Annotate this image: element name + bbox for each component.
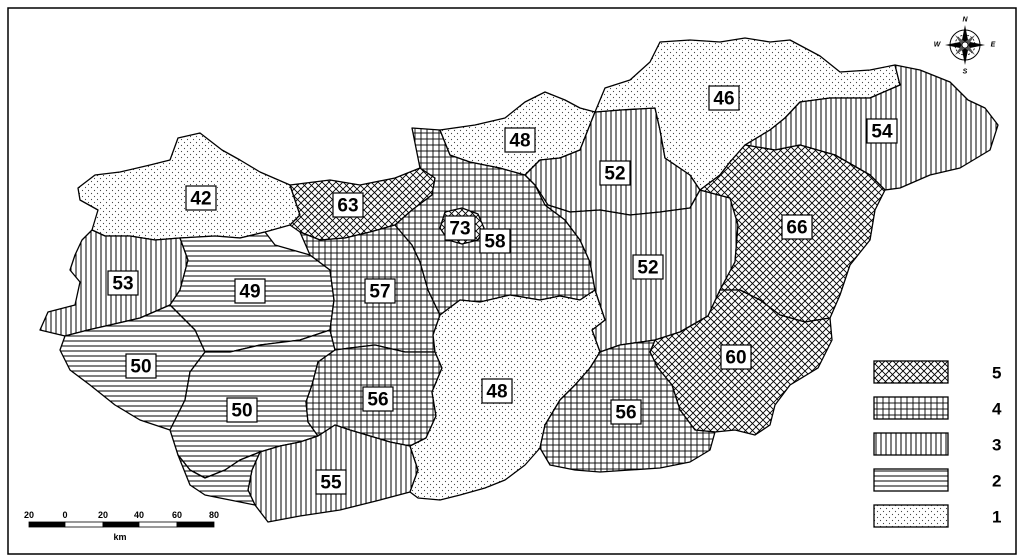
- region-label: 66: [781, 214, 813, 240]
- compass-e: E: [991, 42, 996, 49]
- region-label: 73: [444, 215, 476, 241]
- region-value: 58: [484, 232, 505, 253]
- legend-label: 4: [992, 400, 1002, 419]
- scale-tick: 60: [172, 510, 182, 520]
- region-label: 57: [364, 278, 396, 304]
- region-value: 50: [231, 401, 252, 422]
- scale-tick: 80: [209, 510, 219, 520]
- region-value: 50: [130, 357, 151, 378]
- legend-swatch: [873, 360, 949, 384]
- scale-bar: 20 0 20 40 60 80 km: [24, 510, 219, 542]
- legend-label: 3: [992, 436, 1001, 455]
- region-value: 48: [509, 131, 530, 152]
- legend-label: 1: [992, 508, 1001, 527]
- region-label: 63: [332, 192, 364, 218]
- region-value: 63: [337, 196, 358, 217]
- region-label: 54: [866, 118, 898, 144]
- region-label: 60: [720, 344, 752, 370]
- legend-item: 1: [873, 504, 1001, 528]
- region-value: 55: [320, 473, 342, 494]
- region-value: 60: [725, 348, 746, 369]
- region-value: 56: [615, 403, 636, 424]
- legend: 5 4 3 2 1: [873, 360, 1002, 528]
- scale-tick-labels: 20 0 20 40 60 80: [24, 510, 219, 520]
- region-label: 53: [107, 270, 139, 296]
- scale-tick: 20: [98, 510, 108, 520]
- region-label: 58: [479, 228, 511, 254]
- legend-swatch: [873, 432, 949, 456]
- region-value: 48: [486, 382, 507, 403]
- legend-label: 2: [992, 472, 1001, 491]
- compass-n: N: [962, 17, 968, 24]
- scale-tick: 0: [62, 510, 67, 520]
- legend-swatch: [873, 396, 949, 420]
- compass-rose-icon: N S E W: [934, 17, 996, 76]
- region-value: 56: [367, 390, 388, 411]
- legend-label: 5: [992, 364, 1001, 383]
- region-value: 52: [637, 258, 658, 279]
- region-value: 66: [786, 218, 807, 239]
- region-label: 48: [504, 127, 536, 153]
- region-label: 48: [481, 378, 513, 404]
- legend-swatch: [873, 468, 949, 492]
- region-label: 55: [315, 469, 347, 495]
- legend-swatch: [873, 504, 949, 528]
- region-label: 52: [599, 160, 631, 186]
- legend-item: 3: [873, 432, 1001, 456]
- scale-tick: 40: [134, 510, 144, 520]
- region-value: 49: [239, 282, 260, 303]
- region-label: 50: [125, 353, 157, 379]
- legend-item: 4: [873, 396, 1002, 420]
- region-sw-tip[interactable]: [177, 451, 261, 506]
- region-value: 46: [713, 89, 734, 110]
- compass-w: W: [934, 42, 942, 49]
- legend-item: 5: [873, 360, 1001, 384]
- region-value: 53: [112, 274, 133, 295]
- region-value: 73: [449, 219, 470, 240]
- region-label: 56: [362, 386, 394, 412]
- region-value: 42: [190, 189, 211, 210]
- region-value: 54: [871, 122, 893, 143]
- region-label: 46: [708, 85, 740, 111]
- region-label: 42: [185, 185, 217, 211]
- region-label: 52: [632, 254, 664, 280]
- region-label: 56: [610, 399, 642, 425]
- region-value: 52: [604, 164, 625, 185]
- scale-tick: 20: [24, 510, 34, 520]
- region-label: 50: [226, 397, 258, 423]
- region-labels: 42 53 49 50 50 63 57 73 58 56 55 48 52 52 46 54 66 60 48 56: [107, 85, 898, 495]
- compass-s: S: [963, 69, 968, 76]
- legend-item: 2: [873, 468, 1001, 492]
- scale-unit: km: [113, 532, 126, 542]
- region-label: 49: [234, 278, 266, 304]
- region-value: 57: [369, 282, 390, 303]
